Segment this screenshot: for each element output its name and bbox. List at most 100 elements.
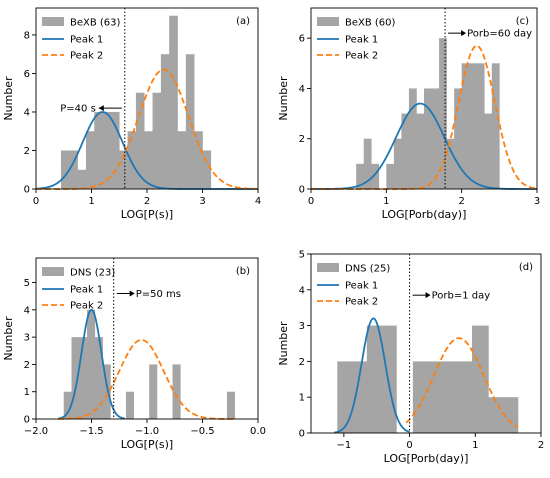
y-axis-label: Number (2, 316, 15, 361)
panel-b: P=50 ms −2.0 −1.5 −1.0 −0.5 0.0 0 1 2 3 4 5 LOG[P(s)… (2, 257, 266, 451)
histogram-bar (337, 361, 368, 433)
panel-label: (c) (516, 16, 529, 27)
threshold-arrow-head (425, 292, 431, 299)
legend-hist-label: BeXB (60) (345, 18, 396, 29)
x-tick-label: 0 (33, 196, 39, 207)
threshold-label: P=50 ms (136, 289, 181, 300)
panel-d: Porb=1 day −1 0 1 2 0 1 2 3 4 5 LOG[Porb(day)] Numbe… (277, 250, 544, 466)
legend-peak-1-label: Peak 1 (345, 35, 378, 46)
panel-a: P=40 s 0 1 2 3 4 0 2 4 6 8 LOG[P(s)] Number (a) BeXB (… (2, 7, 261, 221)
legend-hist-label: DNS (23) (70, 268, 115, 279)
histogram-bar (476, 63, 485, 189)
y-tick-label: 1 (24, 387, 30, 398)
histogram-bar (127, 131, 137, 189)
x-tick-label: 2 (458, 196, 464, 207)
y-tick-label: 8 (24, 30, 30, 41)
histogram-bar (446, 138, 455, 189)
x-tick-label: 3 (534, 196, 540, 207)
histogram-bar (416, 113, 425, 189)
histogram-bar (172, 364, 181, 419)
histogram-bar (412, 361, 443, 433)
histogram-bar (226, 391, 235, 419)
y-tick-label: 4 (299, 285, 305, 296)
histogram-bar (71, 337, 80, 419)
histogram-bar (144, 131, 153, 189)
histogram-bar (119, 150, 128, 189)
histogram-bar (94, 337, 103, 419)
histogram-bar (125, 391, 134, 419)
histogram-bar (77, 169, 87, 189)
y-tick-label: 2 (299, 357, 305, 368)
y-tick-label: 1 (299, 393, 305, 404)
y-tick-label: 4 (299, 84, 305, 95)
x-tick-label: 3 (199, 196, 205, 207)
histogram-bar (461, 63, 470, 189)
x-axis-label: LOG[Porb(day)] (382, 208, 467, 221)
threshold-label: P=40 s (60, 104, 96, 115)
x-tick-label: −1.0 (135, 426, 159, 437)
panel-c: Porb=60 day 0 1 2 3 0 2 4 6 LOG[Porb(day)] Number (… (277, 7, 540, 221)
threshold-arrow-head (461, 30, 467, 37)
y-axis-label: Number (2, 76, 15, 121)
histogram-bar (484, 113, 493, 189)
histogram-bar (439, 38, 447, 189)
histogram-bar (69, 150, 78, 189)
y-tick-label: 3 (24, 333, 30, 344)
threshold-label: Porb=1 day (432, 291, 491, 302)
histogram-bar (79, 337, 88, 419)
x-tick-label: −0.5 (190, 426, 214, 437)
histogram-bar (160, 54, 170, 189)
x-tick-label: 1 (88, 196, 94, 207)
histogram-bar (371, 163, 380, 189)
y-tick-label: 0 (24, 185, 30, 196)
histogram-bar (63, 391, 72, 419)
y-tick-label: 4 (24, 107, 30, 118)
threshold-arrow-head (129, 290, 135, 297)
x-tick-label: 0.0 (250, 426, 266, 437)
histogram-bar (87, 309, 96, 419)
histogram-bar (185, 54, 195, 189)
panel-label: (a) (236, 16, 250, 27)
x-tick-label: 4 (255, 196, 261, 207)
x-tick-label: 2 (144, 196, 150, 207)
panel-label: (b) (236, 266, 250, 277)
legend-peak-1-label: Peak 1 (70, 35, 103, 46)
y-tick-label: 5 (299, 250, 305, 261)
histogram-bar (94, 111, 103, 189)
y-tick-label: 4 (24, 305, 30, 316)
histogram-bar (363, 138, 372, 189)
histogram-bar (469, 63, 478, 189)
legend-hist-label: BeXB (63) (70, 18, 121, 29)
x-tick-label: 1 (383, 196, 389, 207)
y-tick-label: 0 (299, 429, 305, 440)
legend-peak-2-label: Peak 2 (70, 51, 103, 62)
histogram-bar (85, 131, 95, 189)
y-tick-label: 2 (299, 134, 305, 145)
threshold-label: Porb=60 day (467, 29, 532, 40)
y-tick-label: 6 (299, 34, 305, 45)
plot-frame (310, 7, 538, 190)
histogram-bar (149, 364, 158, 419)
y-tick-label: 6 (24, 69, 30, 80)
plot-frame (310, 253, 542, 434)
y-axis-label: Number (277, 321, 290, 366)
legend-peak-2-label: Peak 2 (345, 51, 378, 62)
y-tick-label: 3 (299, 321, 305, 332)
histogram-bar (491, 63, 500, 189)
histogram-bar (393, 138, 402, 189)
histogram-bar (442, 361, 473, 433)
y-tick-label: 0 (299, 185, 305, 196)
histogram-bar (454, 88, 462, 189)
x-tick-label: −1 (336, 440, 351, 451)
legend-peak-1-label: Peak 1 (345, 281, 378, 292)
histogram-bar (135, 92, 145, 189)
histogram-bar (424, 88, 432, 189)
histogram-bar (102, 111, 112, 189)
legend-peak-2-label: Peak 2 (70, 301, 103, 312)
legend-hist-swatch (317, 17, 339, 26)
peak-2-curve (58, 338, 236, 420)
y-tick-label: 2 (24, 360, 30, 371)
y-axis-label: Number (277, 76, 290, 121)
histogram-bar (431, 88, 440, 189)
